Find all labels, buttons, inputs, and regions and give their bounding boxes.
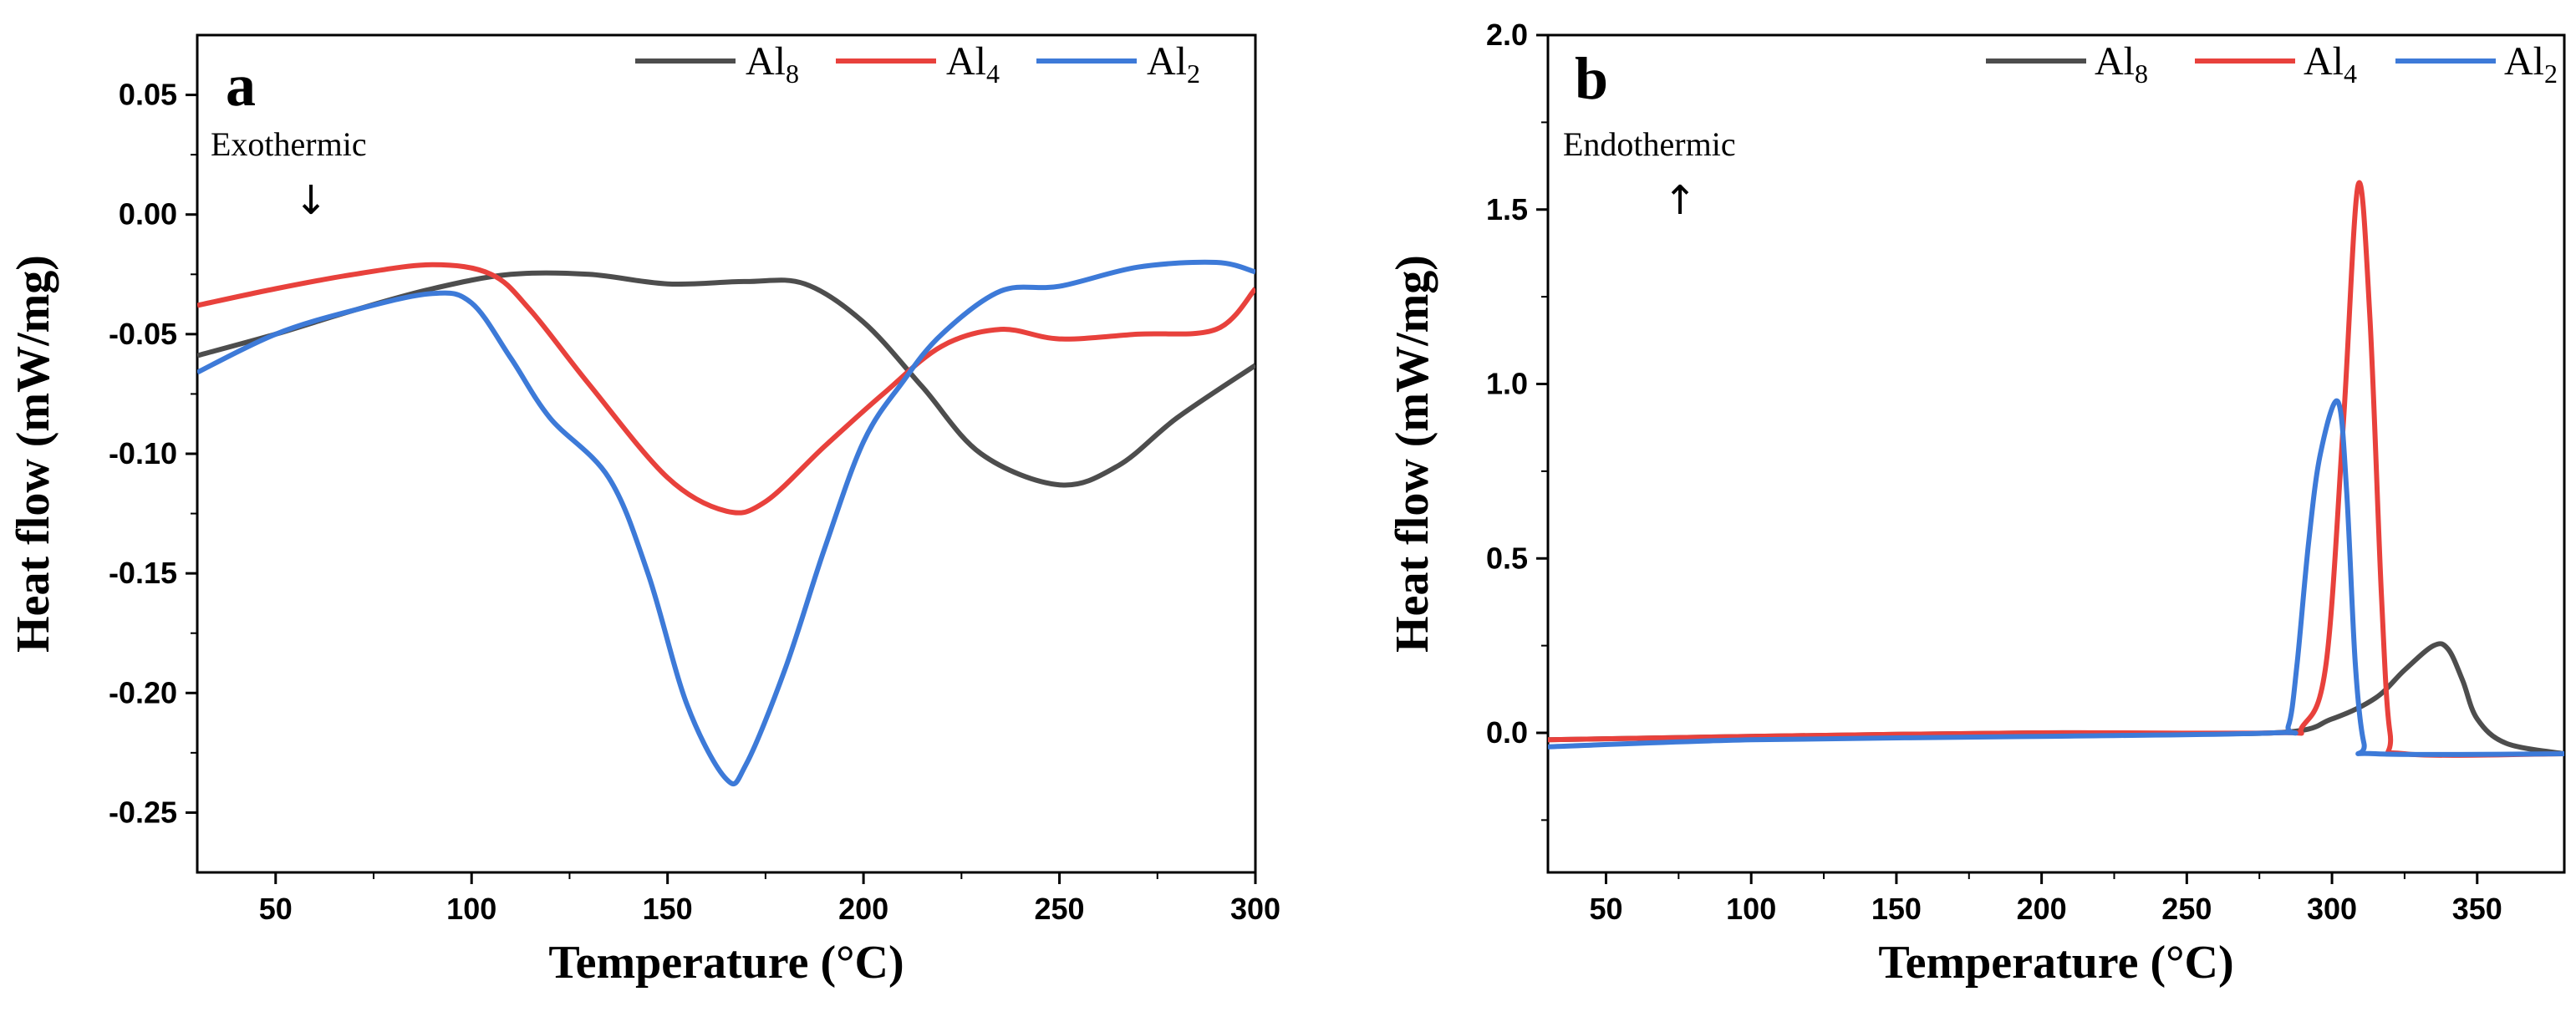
y-tick-label-a: -0.10: [109, 436, 177, 470]
panel-b: b Endothermic ↑ Al8 Al4 Al2 Temperature …: [1387, 18, 2566, 989]
x-tick-label-a: 50: [259, 892, 293, 926]
x-tick-label-a: 200: [838, 892, 888, 926]
annotation-endothermic: Endothermic: [1563, 125, 1736, 163]
x-tick-label-b: 150: [1871, 892, 1922, 926]
y-tick-label-a: -0.05: [109, 317, 177, 351]
y-tick-label-b: 2.0: [1486, 18, 1528, 52]
x-tick-label-a: 250: [1035, 892, 1085, 926]
series-line-b-al4: [1548, 180, 2564, 758]
y-axis-title-a: Heat flow (mW/mg): [8, 255, 59, 653]
legend-label-al2-b: Al2: [2504, 39, 2558, 89]
y-tick-label-a: -0.25: [109, 795, 177, 829]
legend-label-al4-b: Al4: [2304, 39, 2357, 89]
arrow-down-icon: ↓: [294, 177, 328, 224]
legend-label-al2: Al2: [1147, 39, 1200, 89]
legend-label-al8: Al8: [746, 39, 799, 89]
x-tick-label-b: 200: [2017, 892, 2067, 926]
annotation-exothermic: Exothermic: [211, 125, 367, 163]
plot-frame-b: [1546, 33, 2566, 874]
panel-a: a Exothermic ↓ Al8 Al4 Al2 Temperature (…: [8, 33, 1280, 989]
y-axis-title-b: Heat flow (mW/mg): [1387, 255, 1438, 653]
legend-label-al4: Al4: [946, 39, 1000, 89]
panel-letter-b: b: [1575, 45, 1608, 112]
y-tick-label-b: 0.5: [1486, 541, 1528, 575]
x-tick-label-b: 350: [2452, 892, 2502, 926]
y-tick-label-b: 1.0: [1486, 367, 1528, 401]
x-tick-label-b: 300: [2307, 892, 2357, 926]
series-line-b-al2: [1548, 398, 2564, 757]
x-axis-title-a: Temperature (°C): [548, 937, 904, 989]
y-tick-label-a: 0.00: [119, 197, 177, 231]
series-line-a-al2: [197, 259, 1255, 786]
arrow-up-icon: ↑: [1663, 177, 1697, 224]
x-tick-label-a: 300: [1230, 892, 1280, 926]
y-tick-label-a: -0.20: [109, 675, 177, 709]
series-line-a-al4: [197, 262, 1255, 516]
legend-label-al8-b: Al8: [2095, 39, 2148, 89]
y-tick-label-a: -0.15: [109, 556, 177, 590]
x-tick-label-a: 100: [446, 892, 496, 926]
x-tick-label-b: 50: [1589, 892, 1622, 926]
x-tick-label-a: 150: [643, 892, 693, 926]
legend-b: Al8 Al4 Al2: [1986, 39, 2558, 89]
series-line-a-al8: [197, 270, 1255, 488]
x-tick-label-b: 250: [2161, 892, 2212, 926]
legend-a: Al8 Al4 Al2: [635, 39, 1200, 89]
y-tick-label-b: 0.0: [1486, 715, 1528, 750]
panel-letter-a: a: [226, 52, 256, 119]
y-tick-label-a: 0.05: [119, 78, 177, 112]
y-tick-label-b: 1.5: [1486, 192, 1528, 226]
x-tick-label-b: 100: [1726, 892, 1776, 926]
x-axis-title-b: Temperature (°C): [1878, 937, 2233, 989]
